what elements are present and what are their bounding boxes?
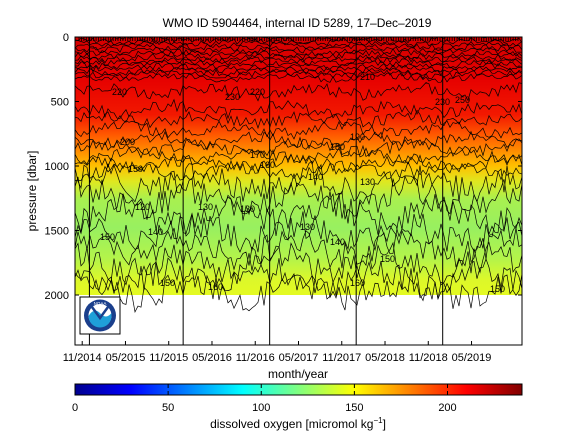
contour-label: 160 [208,282,223,292]
colorbar-tick-label: 200 [438,402,456,414]
contour-line [75,257,522,302]
y-axis-ticks: 0 500 1000 1500 2000 [45,32,522,302]
colorbar-ramp [75,384,522,395]
contour-lines [75,37,522,313]
contour-line [75,227,522,271]
y-tick-label: 500 [51,97,69,109]
contour-label: 150 [100,232,115,242]
contour-line [75,66,522,77]
contour-line [75,153,522,174]
colorbar-label-main: dissolved oxygen [micromol kg [210,417,373,431]
contour-line [75,145,522,166]
contour-label: 230 [225,92,240,102]
contour-line [75,175,522,220]
contour-line [75,40,522,51]
contour-line [75,53,522,64]
x-tick-label: 11/2014 [63,352,102,364]
contour-label: 150 [490,284,505,294]
contour-line [75,59,522,71]
x-tick-label: 05/2015 [106,352,146,364]
colorbar-tick-label: 150 [345,402,363,414]
contour-line [75,192,522,237]
y-axis-label: pressure [dbar] [25,151,39,232]
x-tick-label: 11/2018 [409,352,448,364]
x-tick-label: 05/2017 [279,352,319,364]
colorbar-ticks: 0 50 100 150 200 [72,384,457,414]
logo-text: NOAA [94,301,107,306]
contour-label: 120 [135,202,150,212]
x-axis-label: month/year [268,367,328,381]
x-tick-label: 11/2017 [322,352,361,364]
contour-line [75,69,522,80]
contour-label: 140 [330,237,345,247]
contour-label: 200 [120,137,135,147]
contour-label: 130 [300,222,315,232]
y-tick-label: 1500 [45,226,69,238]
colorbar-label-exponent: −1 [373,416,383,425]
contour-line [75,162,522,181]
contour-line [75,241,522,286]
contour-line [75,46,522,57]
profile-tick-marks [78,37,519,41]
x-axis-ticks: 11/2014 05/2015 11/2015 05/2016 11/2016 05/20… [63,341,492,364]
contour-line [75,120,522,140]
year-divider-lines [88,37,444,345]
colorbar-tick-label: 100 [252,402,270,414]
contour-label: 160 [260,160,275,170]
contour-line [75,211,522,253]
contour-label: 130 [360,177,375,187]
contour-line [75,98,522,120]
contour-label: 230 [435,97,450,107]
contour-label: 130 [240,204,255,214]
y-tick-label: 0 [63,32,69,44]
x-tick-label: 11/2016 [236,352,275,364]
contour-line [75,138,522,158]
noaa-logo: NOAA [79,296,121,335]
y-tick-label: 2000 [45,290,69,302]
contour-label: 180 [330,142,345,152]
chart-title: WMO ID 5904464, internal ID 5289, 17–Dec… [163,16,432,30]
contour-label: 220 [112,87,127,97]
contour-label: 220 [250,87,265,97]
contour-label: 190 [350,132,365,142]
contour-label: 150 [160,278,175,288]
x-tick-label: 05/2019 [452,352,492,364]
contour-line [75,82,522,102]
x-tick-label: 05/2016 [192,352,232,364]
x-tick-label: 05/2018 [365,352,405,364]
contour-label: 170 [250,150,265,160]
colorbar-tick-label: 0 [72,402,78,414]
colorbar: 0 50 100 150 200 dissolved oxygen [micromol … [72,383,523,431]
contour-label: 250 [455,95,470,105]
contour-label: 140 [308,172,323,182]
y-tick-label: 1000 [45,161,69,173]
contour-line [75,63,522,73]
contour-label: 150 [128,164,143,174]
contour-line [75,268,522,313]
contour-label: 130 [198,202,213,212]
logo-bird [90,306,110,321]
colorbar-frame [74,383,523,396]
contour-label: 210 [360,72,375,82]
colorbar-label: dissolved oxygen [micromol kg−1] [210,416,386,431]
x-tick-label: 11/2015 [149,352,188,364]
contour-line [75,109,522,130]
contour-label: 140 [148,227,163,237]
contour-label: 150 [380,254,395,264]
contour-label: 160 [350,278,365,288]
contour-line [75,56,522,67]
contour-line [75,72,522,83]
colorbar-label-tail: ] [383,417,386,431]
colorbar-tick-label: 50 [162,402,174,414]
contour-line [75,49,522,61]
contour-line [75,130,522,150]
